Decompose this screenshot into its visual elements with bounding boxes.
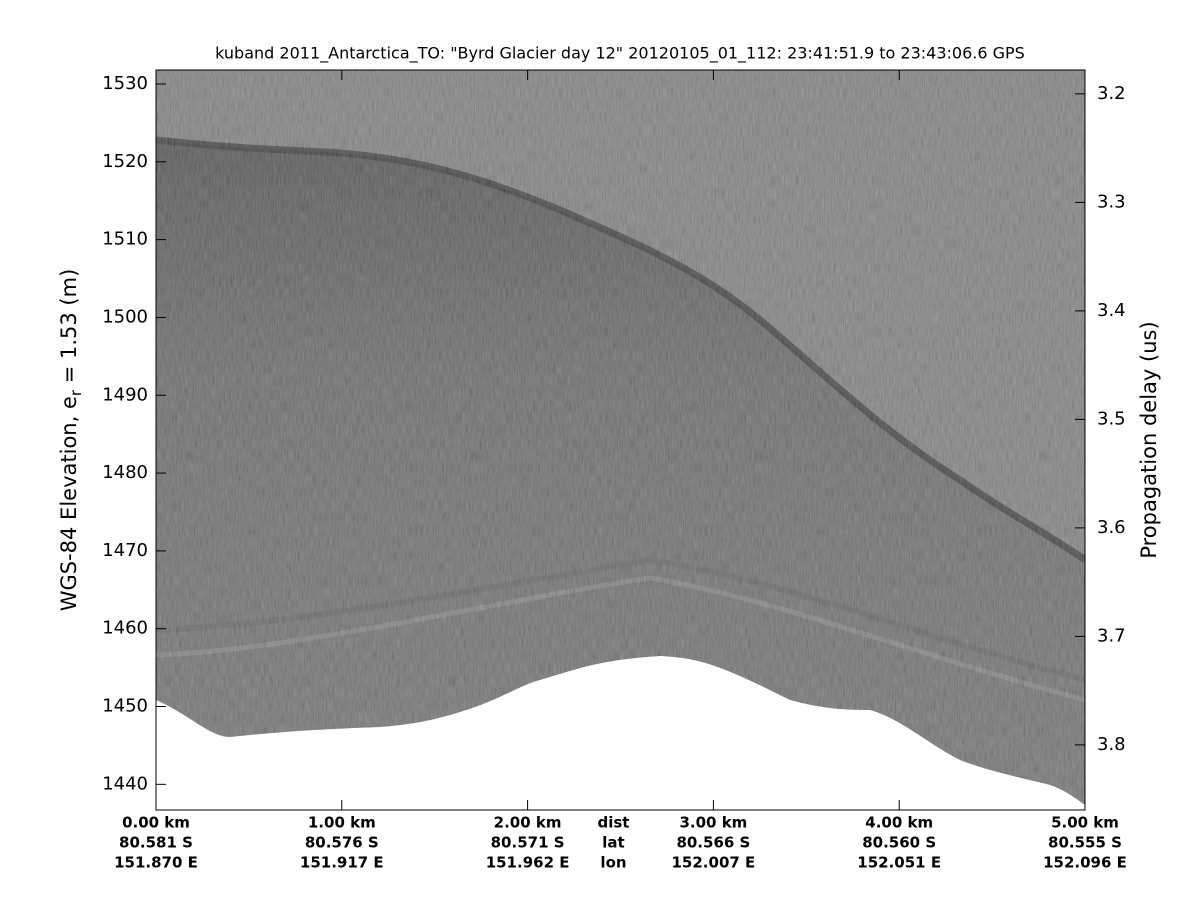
y-tick-label: 1460 [102, 618, 148, 639]
lat-label: 80.566 S [676, 834, 750, 852]
y-tick-label: 1510 [102, 229, 148, 250]
y-tick-label: 1530 [102, 73, 148, 94]
echogram [156, 70, 1085, 810]
lat-label: 80.576 S [305, 834, 379, 852]
y2-tick-label: 3.5 [1097, 408, 1126, 429]
y2-tick-label: 3.2 [1097, 83, 1126, 104]
lon-label: 152.051 E [857, 854, 941, 872]
lon-label: 151.870 E [114, 854, 198, 872]
y-tick-label: 1470 [102, 540, 148, 561]
y-tick-label: 1520 [102, 151, 148, 172]
lon-label: 151.962 E [486, 854, 570, 872]
x-tick-label: 2.00 km [494, 814, 562, 832]
lat-label: 80.560 S [862, 834, 936, 852]
lat-label: 80.555 S [1048, 834, 1122, 852]
y2-tick-label: 3.6 [1097, 517, 1126, 538]
y2-tick-label: 3.3 [1097, 191, 1126, 212]
chart-title: kuband 2011_Antarctica_TO: "Byrd Glacier… [215, 44, 1025, 64]
y-tick-label: 1450 [102, 696, 148, 717]
y-tick-label: 1490 [102, 384, 148, 405]
lon-label: 152.096 E [1043, 854, 1127, 872]
x-tick-label: 0.00 km [122, 814, 190, 832]
y-tick-label: 1480 [102, 462, 148, 483]
lon-label: 151.917 E [300, 854, 384, 872]
x-tick-label: 4.00 km [865, 814, 933, 832]
y2-tick-label: 3.8 [1097, 734, 1126, 755]
y-axis-title-text: WGS-84 Elevation, e [57, 396, 81, 611]
row-label: lat [602, 834, 624, 852]
lat-label: 80.581 S [119, 834, 193, 852]
x-tick-label: 1.00 km [308, 814, 376, 832]
y2-tick-label: 3.4 [1097, 300, 1126, 321]
y-axis-title: WGS-84 Elevation, er = 1.53 (m) [57, 269, 85, 612]
lat-label: 80.571 S [491, 834, 565, 852]
x-tick-label: 5.00 km [1051, 814, 1119, 832]
y-tick-label: 1440 [102, 773, 148, 794]
y-tick-label: 1500 [102, 306, 148, 327]
x-tick-label: 3.00 km [679, 814, 747, 832]
row-label: dist [598, 814, 630, 832]
y-axis-title-rest: = 1.53 (m) [57, 269, 81, 390]
y2-axis-title: Propagation delay (us) [1137, 321, 1161, 558]
y-axis-title-subscript: r [67, 389, 85, 396]
lon-label: 152.007 E [672, 854, 756, 872]
row-label: lon [600, 854, 626, 872]
plot-frame [155, 69, 1086, 811]
y2-tick-label: 3.7 [1097, 625, 1126, 646]
